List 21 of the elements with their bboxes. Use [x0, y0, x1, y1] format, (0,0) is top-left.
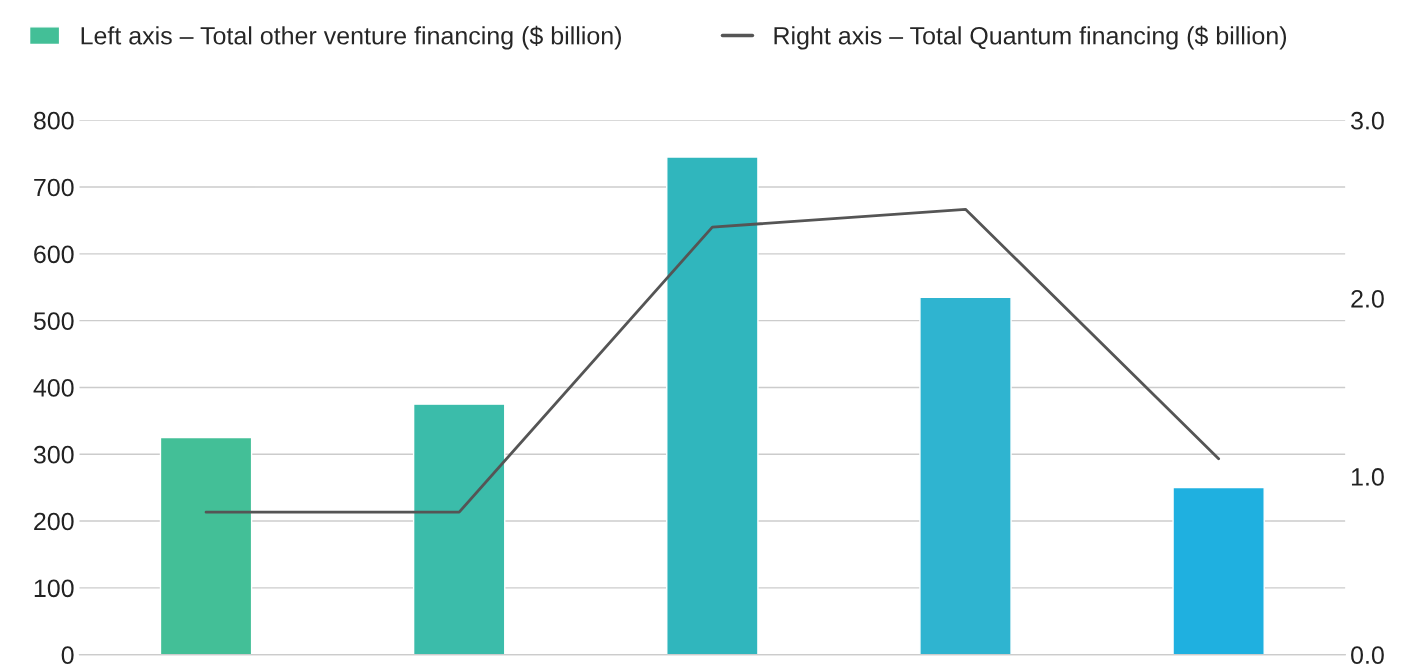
legend-label: Left axis – Total other venture financing ($ billion) [81, 25, 621, 50]
y-tick-label: 500 [33, 312, 74, 330]
bar [919, 296, 1012, 655]
y-tick-label: 0 [61, 646, 74, 664]
y-tick-label: 800 [33, 111, 74, 130]
line-series [204, 207, 1221, 514]
bar [1172, 486, 1265, 655]
y2-tick-label: 1.0 [1351, 468, 1384, 486]
y-tick-label: 600 [34, 245, 74, 264]
y2-tick-label: 3.0 [1351, 111, 1384, 130]
y-tick-label: 400 [33, 379, 74, 397]
bar [412, 403, 506, 655]
legend-label: Right axis – Total Quantum financing ($ billion) [774, 25, 1287, 50]
y2-tick-label: 0.0 [1351, 646, 1384, 664]
bar [159, 436, 253, 655]
y-tick-label: 300 [33, 445, 74, 464]
y-tick-label: 700 [34, 178, 74, 197]
bar [666, 156, 759, 655]
y2-tick-label: 2.0 [1351, 289, 1384, 308]
y-tick-label: 200 [34, 512, 74, 531]
y-tick-label: 100 [34, 579, 74, 598]
